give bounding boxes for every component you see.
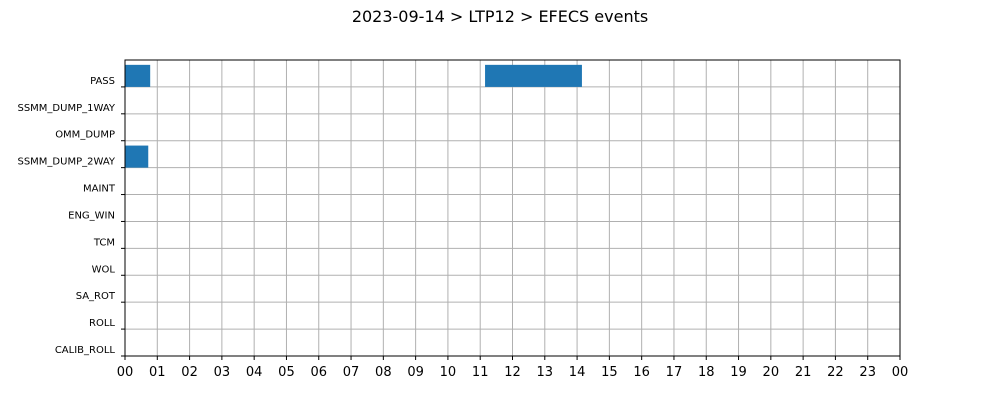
x-tick-label: 16 bbox=[633, 365, 650, 380]
y-axis: PASS SSMM_DUMP_1WAY OMM_DUMP SSMM_DUMP_2WAY… bbox=[17, 76, 125, 357]
x-tick-label: 08 bbox=[375, 365, 392, 380]
y-tick-label: CALIB_ROLL bbox=[55, 345, 116, 356]
x-tick-label: 00 bbox=[117, 365, 134, 380]
y-tick-label: SSMM_DUMP_1WAY bbox=[17, 103, 115, 114]
x-tick-label: 22 bbox=[827, 365, 844, 380]
x-tick-label: 19 bbox=[730, 365, 747, 380]
x-tick-label: 04 bbox=[246, 365, 263, 380]
x-tick-label: 18 bbox=[698, 365, 715, 380]
x-tick-label: 23 bbox=[859, 365, 876, 380]
x-axis: 00 01 02 03 04 05 06 07 08 09 10 11 12 13 14 15 16 17 18 19… bbox=[117, 356, 909, 380]
x-tick-label: 07 bbox=[343, 365, 360, 380]
y-tick-label: SSMM_DUMP_2WAY bbox=[17, 157, 115, 168]
x-tick-label: 09 bbox=[407, 365, 424, 380]
x-tick-label: 14 bbox=[569, 365, 586, 380]
y-tick-label: OMM_DUMP bbox=[55, 130, 115, 141]
x-tick-label: 12 bbox=[504, 365, 521, 380]
y-tick-label: ENG_WIN bbox=[68, 210, 115, 221]
x-tick-label: 02 bbox=[181, 365, 198, 380]
x-tick-label: 00 bbox=[892, 365, 909, 380]
x-tick-label: 20 bbox=[763, 365, 780, 380]
event-bar-pass bbox=[485, 64, 582, 87]
event-bar-ssmm-dump-2way bbox=[125, 145, 149, 168]
x-tick-label: 11 bbox=[472, 365, 489, 380]
y-tick-label: PASS bbox=[90, 76, 115, 87]
x-tick-label: 15 bbox=[601, 365, 618, 380]
bars bbox=[125, 64, 582, 168]
grid bbox=[124, 60, 901, 357]
x-tick-label: 03 bbox=[214, 365, 231, 380]
x-tick-label: 06 bbox=[310, 365, 327, 380]
y-tick-label: ROLL bbox=[89, 318, 115, 329]
y-tick-label: SA_ROT bbox=[76, 291, 116, 302]
x-tick-label: 17 bbox=[666, 365, 683, 380]
x-tick-label: 10 bbox=[440, 365, 457, 380]
x-tick-label: 21 bbox=[795, 365, 812, 380]
y-tick-label: TCM bbox=[93, 237, 115, 248]
x-tick-label: 01 bbox=[149, 365, 166, 380]
x-tick-label: 05 bbox=[278, 365, 295, 380]
event-bar-pass bbox=[125, 64, 151, 87]
x-tick-label: 13 bbox=[537, 365, 554, 380]
y-tick-label: WOL bbox=[92, 264, 116, 275]
chart-title: 2023-09-14 > LTP12 > EFECS events bbox=[352, 7, 648, 26]
y-tick-label: MAINT bbox=[83, 184, 116, 195]
